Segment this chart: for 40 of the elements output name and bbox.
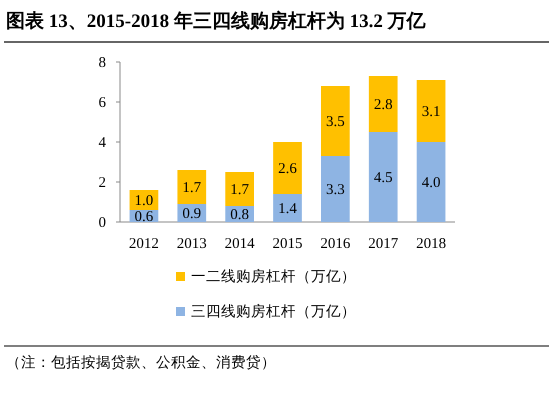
data-label: 1.7: [182, 180, 202, 196]
bar: [416, 142, 446, 222]
data-label: 2.8: [374, 97, 393, 113]
x-tick-label: 2017: [368, 236, 399, 252]
y-tick-label: 0: [98, 215, 106, 231]
bar: [321, 86, 350, 156]
data-label: 0.6: [134, 209, 154, 225]
y-tick-label: 4: [98, 135, 106, 151]
data-label: 0.8: [230, 207, 250, 223]
bar: [225, 172, 254, 206]
bar: [273, 194, 302, 222]
bar: [416, 80, 446, 142]
data-label: 1.7: [230, 182, 250, 198]
x-tick-label: 2015: [272, 236, 302, 252]
bar: [321, 156, 350, 222]
data-label: 1.4: [278, 201, 298, 217]
bar: [177, 170, 206, 204]
data-label: 2.6: [278, 161, 298, 177]
legend-label: 一二线购房杠杆（万亿）: [191, 268, 356, 285]
y-tick-label: 8: [98, 55, 106, 71]
data-label: 0.9: [182, 206, 202, 222]
x-tick-label: 2018: [416, 236, 446, 252]
x-tick-label: 2013: [176, 236, 207, 252]
text: （注：包括按揭贷款、公积金、消费贷）: [6, 354, 276, 371]
legend-label: 三四线购房杠杆（万亿）: [191, 303, 356, 320]
x-tick-label: 2014: [224, 236, 256, 252]
data-label: 1.0: [134, 193, 154, 209]
data-label: 4.0: [422, 175, 440, 191]
bar: [273, 142, 302, 194]
y-tick-label: 2: [98, 175, 106, 191]
x-tick-label: 2016: [320, 236, 351, 252]
data-label: 3.1: [422, 104, 440, 120]
bar: [368, 76, 398, 132]
data-label: 3.3: [326, 182, 345, 198]
data-label: 4.5: [374, 170, 393, 186]
data-label: 3.5: [326, 114, 345, 130]
chart-title: 图表 13、2015-2018 年三四线购房杠杆为 13.2 万亿: [6, 10, 427, 32]
x-tick-label: 2012: [128, 236, 159, 252]
y-tick-label: 6: [98, 95, 106, 111]
bar: [368, 132, 398, 222]
